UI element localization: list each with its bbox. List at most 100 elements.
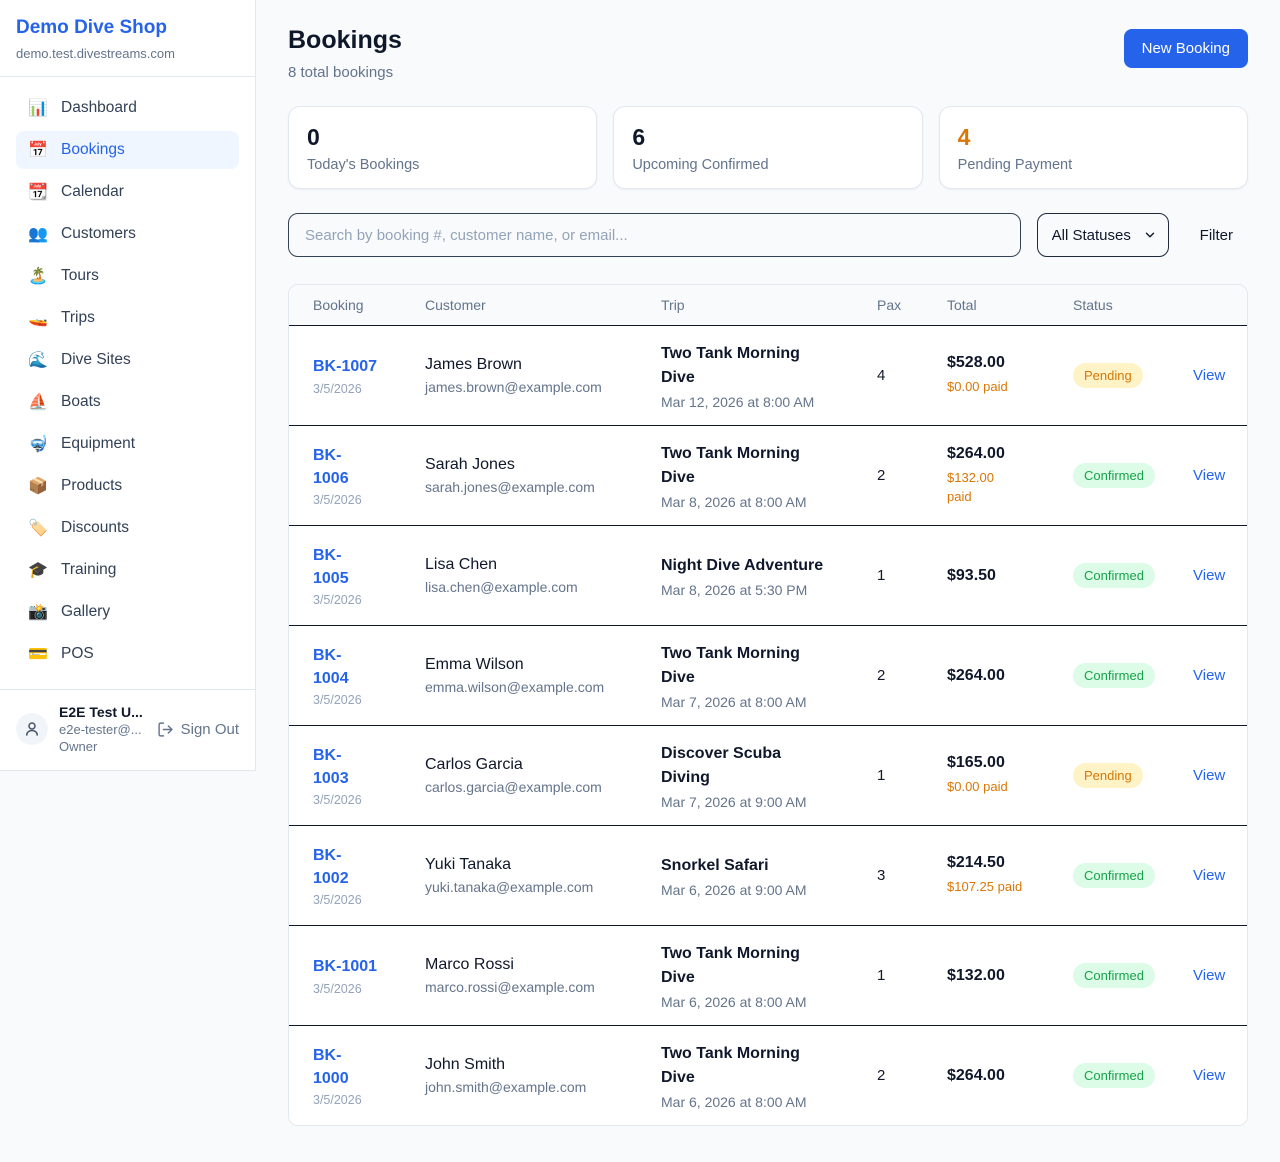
- wave-icon: 🌊: [28, 352, 48, 369]
- table-row: BK- 1005 3/5/2026 Lisa Chen lisa.chen@ex…: [289, 525, 1247, 625]
- sidebar-item-tours[interactable]: 🏝️ Tours: [16, 257, 239, 295]
- booking-id-link[interactable]: BK-1007: [313, 358, 378, 376]
- people-icon: 👥: [28, 226, 48, 243]
- trip-name: Two Tank Morning Dive: [661, 644, 800, 686]
- trip-name: Two Tank Morning Dive: [661, 944, 800, 986]
- booking-id-link[interactable]: BK- 1006: [313, 446, 349, 487]
- page-title-block: Bookings 8 total bookings: [288, 26, 402, 81]
- status-badge: Pending: [1073, 363, 1143, 388]
- trip-name: Two Tank Morning Dive: [661, 344, 800, 386]
- booking-id-link[interactable]: BK- 1004: [313, 646, 349, 687]
- page-title: Bookings: [288, 26, 402, 54]
- stat-value: 4: [957, 124, 971, 150]
- booking-id-link[interactable]: BK-1001: [313, 958, 378, 976]
- total-amount: $264.00: [947, 444, 1005, 462]
- shop-title: Demo Dive Shop: [16, 17, 167, 38]
- customer-cell: Sarah Jones sarah.jones@example.com: [425, 456, 661, 495]
- sidebar-item-gallery[interactable]: 📸 Gallery: [16, 593, 239, 631]
- stat-card-todays-bookings: 0 Today's Bookings: [288, 106, 598, 189]
- pax-cell: 2: [877, 667, 886, 684]
- sidebar-item-training[interactable]: 🎓 Training: [16, 551, 239, 589]
- search-input[interactable]: [288, 213, 1021, 257]
- stat-label: Today's Bookings: [307, 157, 420, 173]
- total-amount: $264.00: [947, 666, 1005, 684]
- sidebar-item-dive-sites[interactable]: 🌊 Dive Sites: [16, 341, 239, 379]
- sidebar-item-products[interactable]: 📦 Products: [16, 467, 239, 505]
- trip-name: Snorkel Safari: [661, 856, 769, 874]
- customer-email: james.brown@example.com: [425, 379, 602, 395]
- booking-id-link[interactable]: BK- 1002: [313, 846, 349, 887]
- total-cell: $93.50: [947, 567, 1073, 585]
- status-select-wrap: All Statuses: [1036, 213, 1169, 257]
- filter-row: All Statuses Filter: [288, 213, 1248, 257]
- booking-date: 3/5/2026: [313, 1093, 362, 1108]
- sign-out-button[interactable]: Sign Out: [157, 721, 239, 738]
- trip-cell: Two Tank Morning Dive Mar 7, 2026 at 8:0…: [661, 642, 877, 710]
- booking-date: 3/5/2026: [313, 593, 362, 608]
- user-icon: [26, 722, 38, 736]
- sidebar-item-calendar[interactable]: 📆 Calendar: [16, 173, 239, 211]
- sailboat-icon: ⛵: [28, 394, 48, 411]
- pax-cell: 1: [877, 767, 886, 784]
- sidebar-item-discounts[interactable]: 🏷️ Discounts: [16, 509, 239, 547]
- table-row: BK- 1003 3/5/2026 Carlos Garcia carlos.g…: [289, 725, 1247, 825]
- booking-date: 3/5/2026: [313, 693, 362, 708]
- status-badge: Confirmed: [1073, 963, 1155, 988]
- table-row: BK- 1002 3/5/2026 Yuki Tanaka yuki.tanak…: [289, 825, 1247, 925]
- status-badge: Confirmed: [1073, 663, 1155, 688]
- table-row: BK- 1006 3/5/2026 Sarah Jones sarah.jone…: [289, 425, 1247, 525]
- sidebar-item-customers[interactable]: 👥 Customers: [16, 215, 239, 253]
- sidebar-item-label: Dashboard: [61, 99, 137, 116]
- column-header-status: Status: [1073, 297, 1113, 313]
- sidebar-item-label: Products: [61, 477, 123, 494]
- filter-button[interactable]: Filter: [1185, 217, 1248, 254]
- trip-cell: Two Tank Morning Dive Mar 6, 2026 at 8:0…: [661, 1042, 877, 1110]
- booking-id-link[interactable]: BK- 1003: [313, 746, 349, 787]
- view-link[interactable]: View: [1193, 867, 1226, 884]
- sidebar-item-equipment[interactable]: 🤿 Equipment: [16, 425, 239, 463]
- view-link[interactable]: View: [1193, 767, 1226, 784]
- view-link[interactable]: View: [1193, 667, 1226, 684]
- total-amount: $528.00: [947, 354, 1005, 372]
- total-cell: $132.00: [947, 967, 1073, 985]
- customer-name: Emma Wilson: [425, 656, 524, 673]
- trip-cell: Discover Scuba Diving Mar 7, 2026 at 9:0…: [661, 742, 877, 810]
- sidebar-item-trips[interactable]: 🚤 Trips: [16, 299, 239, 337]
- sidebar-item-boats[interactable]: ⛵ Boats: [16, 383, 239, 421]
- trip-name: Two Tank Morning Dive: [661, 1044, 800, 1086]
- booking-date: 3/5/2026: [313, 381, 362, 396]
- logout-icon: [158, 721, 173, 737]
- booking-cell: BK- 1006 3/5/2026: [313, 444, 425, 507]
- booking-id-link[interactable]: BK- 1005: [313, 546, 349, 587]
- sidebar: Demo Dive Shop demo.test.divestreams.com…: [0, 0, 256, 771]
- status-select[interactable]: All Statuses: [1036, 213, 1169, 257]
- view-link[interactable]: View: [1193, 567, 1226, 584]
- tear-off-calendar-icon: 📆: [28, 184, 48, 201]
- view-link[interactable]: View: [1193, 1067, 1226, 1084]
- sidebar-item-bookings[interactable]: 📅 Bookings: [16, 131, 239, 169]
- customer-cell: Emma Wilson emma.wilson@example.com: [425, 656, 661, 695]
- trip-datetime: Mar 6, 2026 at 9:00 AM: [661, 881, 807, 898]
- camera-icon: 📸: [28, 604, 48, 621]
- new-booking-button[interactable]: New Booking: [1123, 29, 1248, 68]
- booking-id-link[interactable]: BK- 1000: [313, 1046, 349, 1087]
- status-badge: Confirmed: [1073, 463, 1155, 488]
- total-cell: $264.00 $132.00 paid: [947, 445, 1073, 507]
- customer-email: emma.wilson@example.com: [425, 679, 605, 695]
- sidebar-item-pos[interactable]: 💳 POS: [16, 635, 239, 673]
- customer-name: Carlos Garcia: [425, 756, 523, 773]
- sidebar-item-dashboard[interactable]: 📊 Dashboard: [16, 89, 239, 127]
- view-link[interactable]: View: [1193, 367, 1226, 384]
- user-role: Owner: [59, 739, 98, 754]
- status-badge: Confirmed: [1073, 563, 1155, 588]
- stats-row: 0 Today's Bookings 6 Upcoming Confirmed …: [288, 106, 1248, 189]
- sidebar-item-label: Equipment: [61, 435, 136, 452]
- total-cell: $214.50 $107.25 paid: [947, 854, 1073, 897]
- view-link[interactable]: View: [1193, 967, 1226, 984]
- customer-name: Marco Rossi: [425, 956, 514, 973]
- trip-cell: Two Tank Morning Dive Mar 12, 2026 at 8:…: [661, 342, 877, 410]
- view-link[interactable]: View: [1193, 467, 1226, 484]
- bar-chart-icon: 📊: [28, 100, 48, 117]
- table-body: BK-1007 3/5/2026 James Brown james.brown…: [289, 325, 1247, 1125]
- total-cell: $264.00: [947, 667, 1073, 685]
